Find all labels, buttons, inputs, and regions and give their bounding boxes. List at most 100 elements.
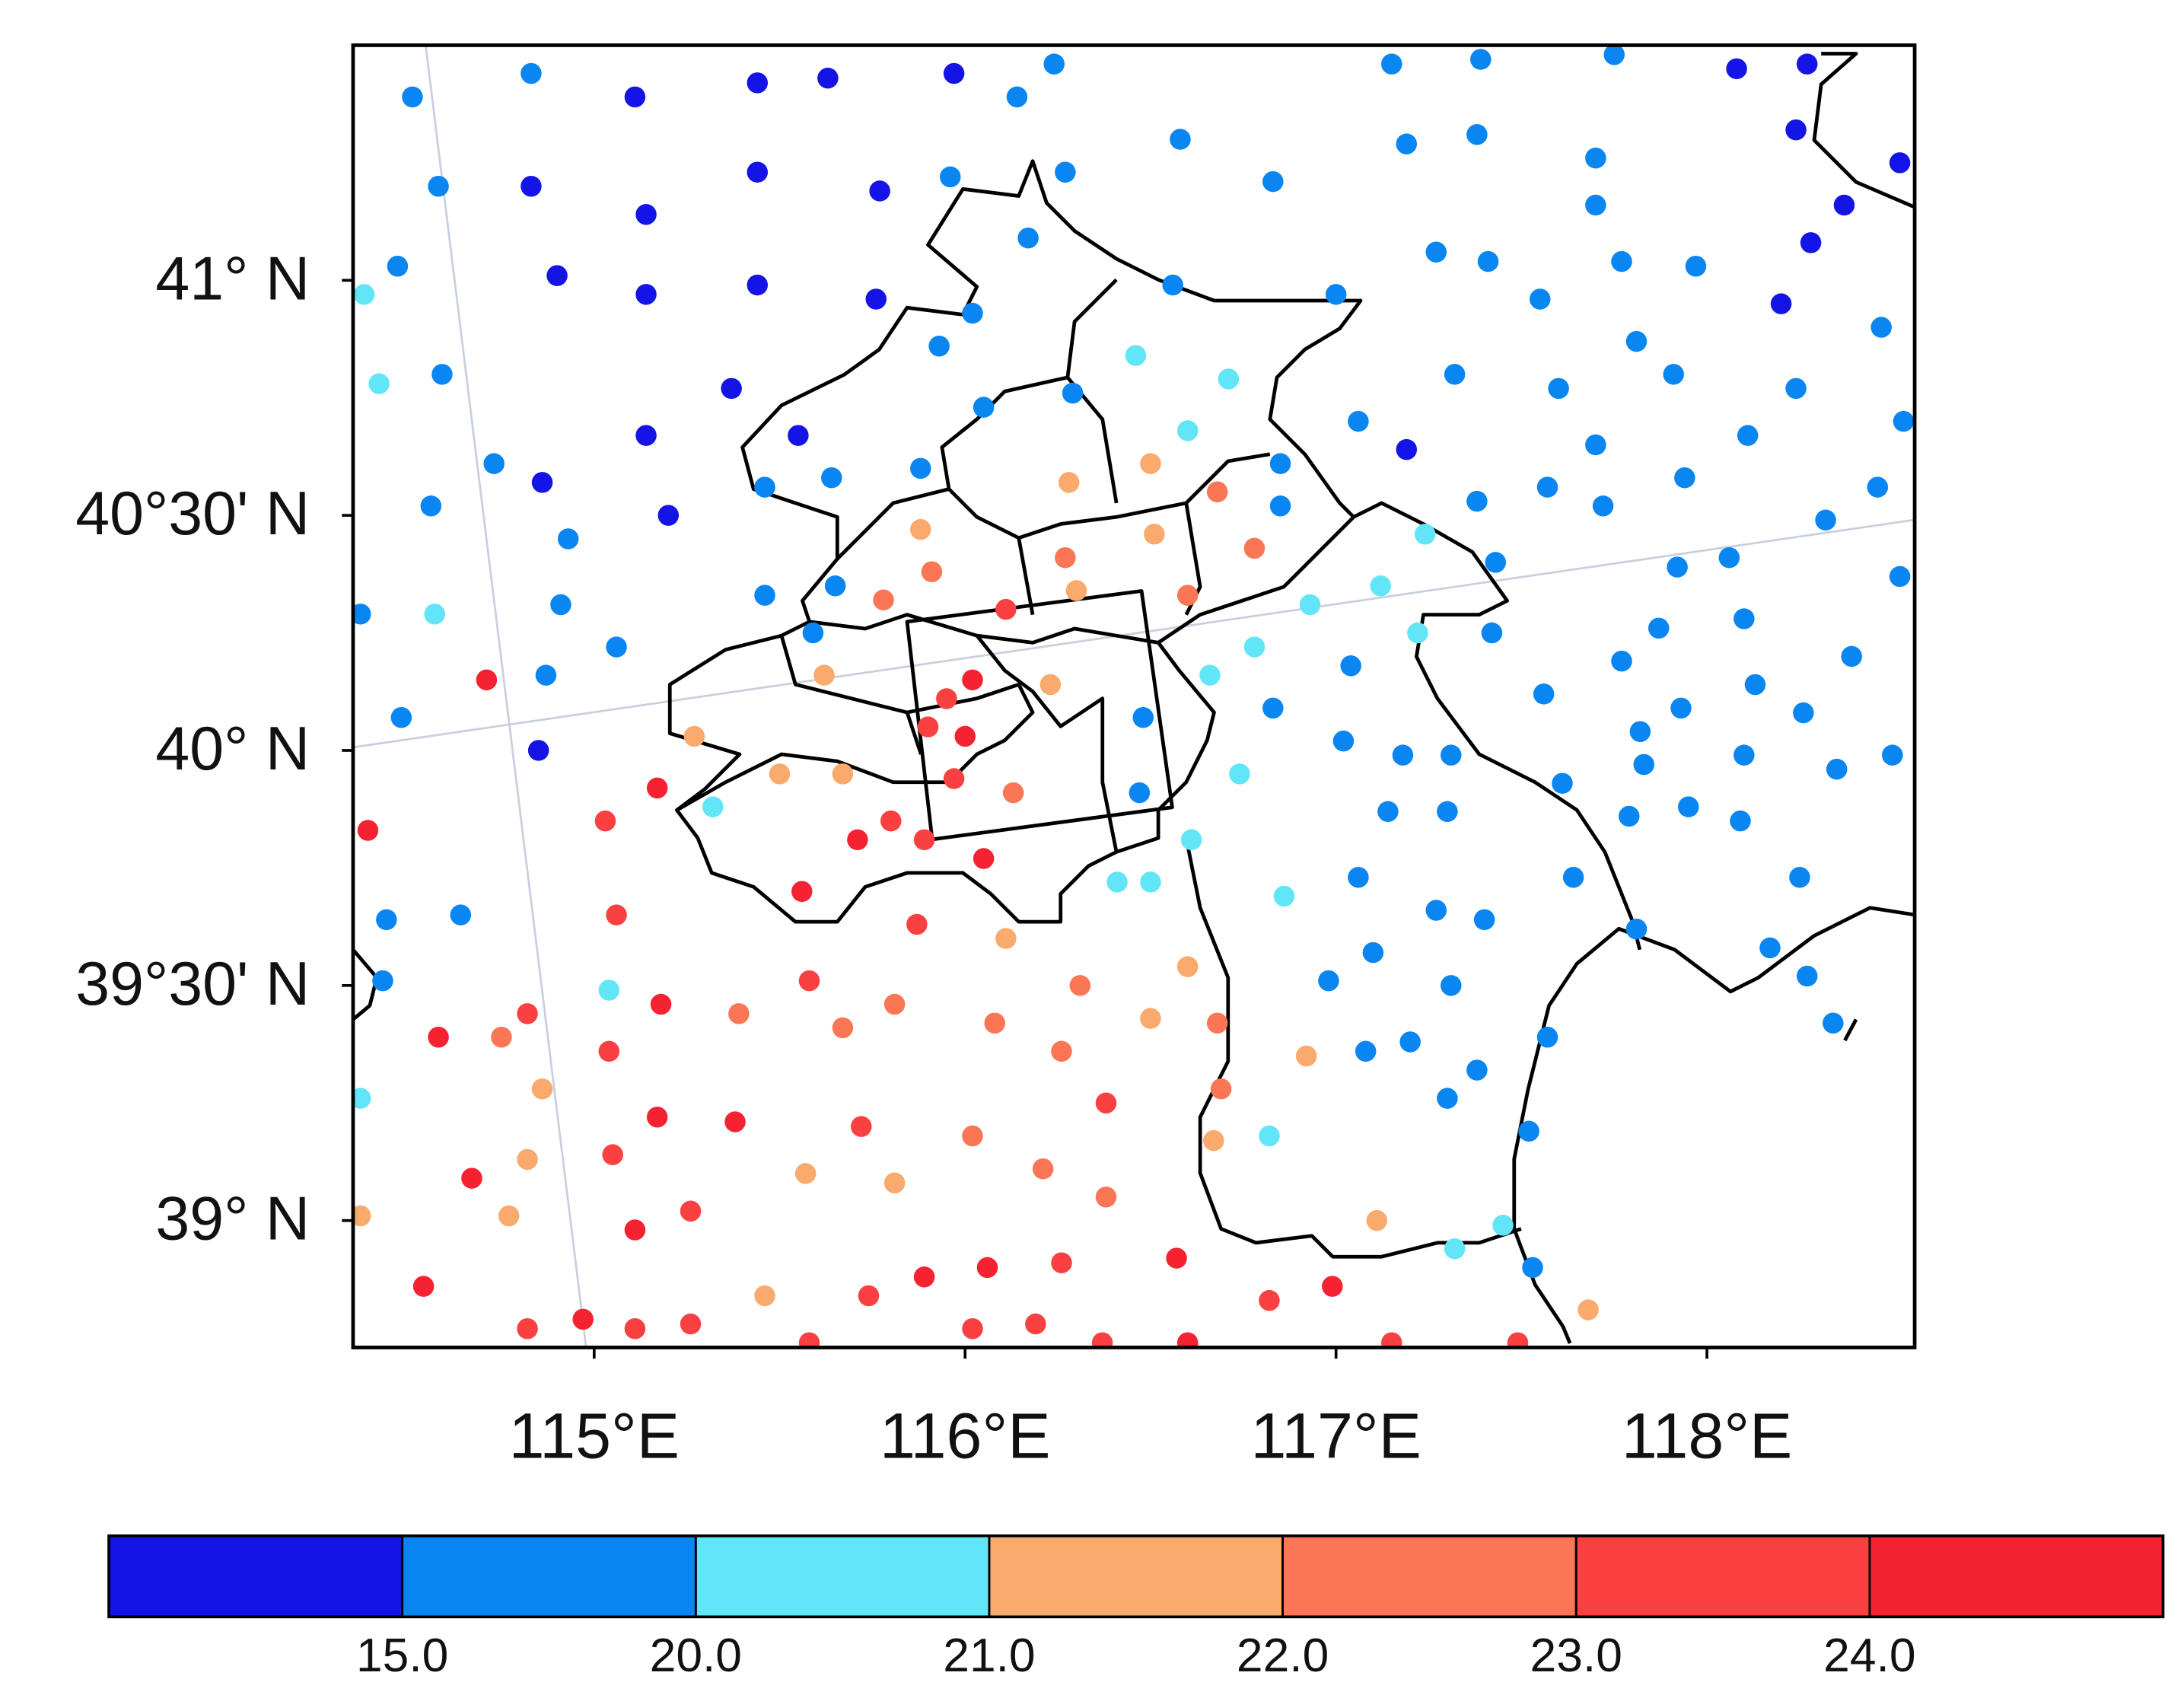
station-dot <box>1206 1012 1228 1034</box>
station-dot <box>461 1168 482 1189</box>
station-dot <box>1370 575 1391 597</box>
station-dot <box>1051 1252 1072 1274</box>
colorbar-label: 21.0 <box>943 1630 1035 1682</box>
station-dot <box>624 86 646 108</box>
station-dot <box>680 1200 702 1222</box>
station-dot <box>1269 495 1291 517</box>
station-dot <box>387 256 409 277</box>
station-dot <box>1759 937 1781 959</box>
station-dot <box>412 1276 435 1297</box>
station-dot <box>1889 152 1911 174</box>
station-dot <box>1425 241 1447 263</box>
station-dot <box>1785 119 1807 141</box>
station-dot <box>880 810 902 832</box>
station-dot <box>517 1148 538 1171</box>
station-dot <box>1199 664 1221 686</box>
station-dot <box>1273 885 1295 907</box>
station-dot <box>1726 58 1747 80</box>
station-dot <box>754 1285 775 1307</box>
station-dot <box>1032 1158 1054 1180</box>
station-dot <box>1091 1332 1113 1348</box>
station-dot <box>1833 194 1855 216</box>
station-dot <box>995 598 1017 620</box>
colorbar-label: 23.0 <box>1530 1630 1622 1682</box>
station-dot <box>1536 476 1558 498</box>
station-dot <box>353 284 375 305</box>
station-dot <box>598 1040 620 1062</box>
station-dot <box>962 669 983 691</box>
station-dot <box>1530 288 1551 310</box>
station-dot <box>1441 744 1462 766</box>
station-dot <box>1051 1040 1072 1062</box>
station-dot <box>1243 537 1266 559</box>
station-dot <box>517 1317 538 1340</box>
station-dot <box>1332 730 1355 752</box>
station-dot <box>1322 1276 1343 1297</box>
station-dot <box>913 829 935 851</box>
station-dot <box>1734 608 1755 629</box>
colorbar-swatch <box>988 1534 1284 1618</box>
station-dot <box>1176 585 1199 606</box>
station-dot <box>1585 147 1606 169</box>
station-dot <box>1176 420 1199 441</box>
station-dot <box>943 768 965 789</box>
station-dot <box>390 706 412 728</box>
station-dot <box>1144 524 1165 545</box>
station-dot <box>1325 284 1347 305</box>
station-dot <box>476 669 498 691</box>
station-dot <box>1362 941 1384 964</box>
station-dot <box>1218 368 1240 390</box>
station-dot <box>1259 1125 1280 1147</box>
station-dot <box>832 763 854 785</box>
station-dot <box>1867 476 1889 498</box>
station-dot <box>368 373 390 394</box>
station-dot <box>1140 453 1161 474</box>
station-dot <box>824 575 846 597</box>
station-dot <box>1140 871 1161 893</box>
station-dot <box>724 1111 746 1133</box>
station-dot <box>1206 481 1228 503</box>
station-dot <box>1407 622 1428 644</box>
colorbar-swatch <box>107 1534 404 1618</box>
station-dot <box>1140 1008 1161 1029</box>
station-dot <box>1889 565 1911 588</box>
colorbar-frame <box>107 1534 2165 1619</box>
station-dot <box>1492 1215 1514 1236</box>
station-dot <box>531 472 553 493</box>
station-dot <box>913 1266 935 1288</box>
station-dot <box>921 561 943 583</box>
station-dot <box>821 467 842 489</box>
colorbar-label: 20.0 <box>650 1630 742 1682</box>
station-dot <box>747 72 769 94</box>
station-dot <box>721 378 742 400</box>
station-dot <box>1366 1209 1388 1231</box>
station-dot <box>936 688 957 709</box>
station-dot <box>1125 345 1147 366</box>
station-dot <box>832 1017 854 1039</box>
station-dot <box>1437 801 1458 823</box>
colorbar-swatch <box>694 1534 991 1618</box>
colorbar-label: 15.0 <box>356 1630 448 1682</box>
station-dot <box>1562 866 1584 888</box>
station-dot <box>420 495 442 517</box>
station-dot <box>754 585 775 606</box>
station-dot <box>1800 232 1822 253</box>
station-dot <box>813 664 835 686</box>
station-dot <box>1444 1238 1466 1260</box>
station-dot <box>798 970 820 992</box>
station-dot <box>1481 622 1503 644</box>
station-dot <box>352 604 371 625</box>
station-dot <box>546 265 568 286</box>
station-dot <box>873 589 894 611</box>
station-dot <box>683 725 705 747</box>
station-dot <box>1815 509 1836 531</box>
station-dot <box>1663 364 1684 385</box>
y-tick-label: 41° N <box>155 244 310 313</box>
station-dot <box>1180 829 1202 851</box>
station-dot <box>788 425 809 446</box>
beijing-boundary <box>667 159 1363 924</box>
station-dot <box>635 425 657 446</box>
station-dot <box>1414 524 1436 545</box>
station-dot <box>1166 1247 1187 1269</box>
station-dot <box>572 1308 594 1330</box>
